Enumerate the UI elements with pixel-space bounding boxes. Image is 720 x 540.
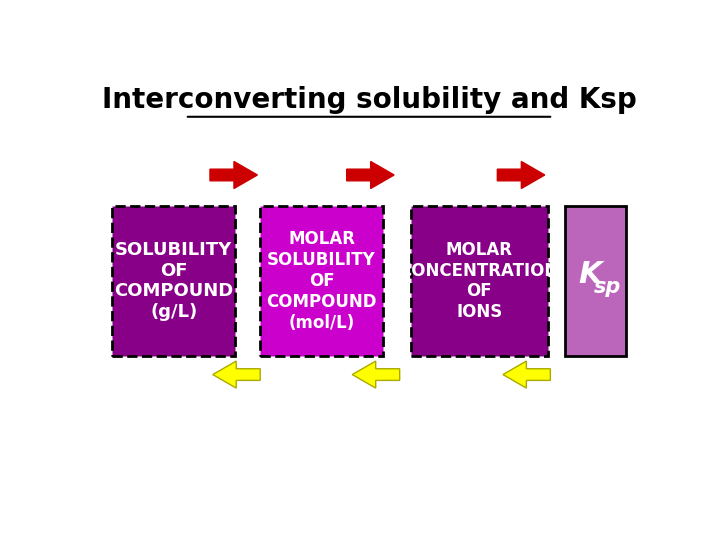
FancyBboxPatch shape bbox=[565, 206, 626, 356]
FancyBboxPatch shape bbox=[260, 206, 383, 356]
FancyArrow shape bbox=[210, 161, 258, 188]
FancyArrow shape bbox=[498, 161, 545, 188]
Text: MOLAR
SOLUBILITY
OF
COMPOUND
(mol/L): MOLAR SOLUBILITY OF COMPOUND (mol/L) bbox=[266, 231, 377, 332]
FancyBboxPatch shape bbox=[411, 206, 547, 356]
Text: Interconverting solubility and Ksp: Interconverting solubility and Ksp bbox=[102, 86, 636, 114]
Text: sp: sp bbox=[594, 277, 621, 297]
FancyArrow shape bbox=[347, 161, 394, 188]
Text: SOLUBILITY
OF
COMPOUND
(g/L): SOLUBILITY OF COMPOUND (g/L) bbox=[114, 241, 233, 321]
Text: MOLAR
CONCENTRATION
OF
IONS: MOLAR CONCENTRATION OF IONS bbox=[400, 241, 559, 321]
Text: K: K bbox=[578, 260, 602, 289]
FancyArrow shape bbox=[213, 361, 260, 388]
FancyBboxPatch shape bbox=[112, 206, 235, 356]
FancyArrow shape bbox=[352, 361, 400, 388]
FancyArrow shape bbox=[503, 361, 550, 388]
